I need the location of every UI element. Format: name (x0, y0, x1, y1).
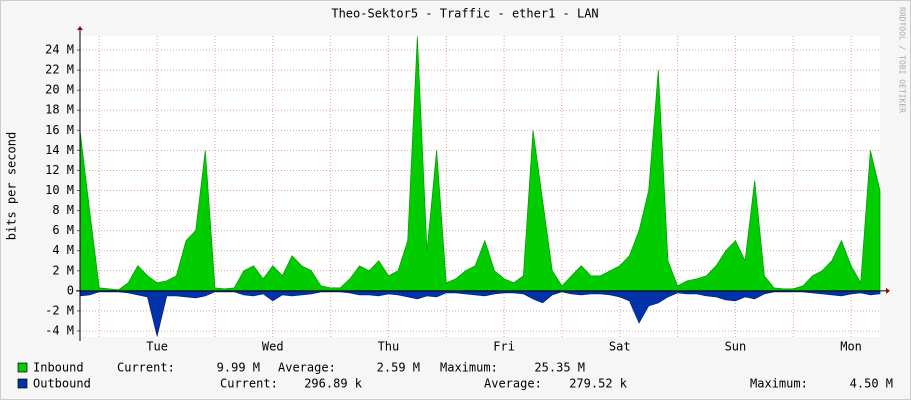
legend-stat: Current: (117, 361, 175, 375)
y-tick-label: 18 M (45, 103, 74, 117)
axes: -4 M -2 M 0 2 M 4 M 6 M 8 M 10 M 12 M 14 M 16 M 18 … (45, 26, 890, 354)
y-tick-label: -4 M (45, 323, 74, 337)
y-tick-label: -2 M (45, 303, 74, 317)
grid (80, 36, 880, 337)
area-1 (79, 290, 881, 337)
y-tick-label: 20 M (45, 83, 74, 97)
y-tick-label: 12 M (45, 163, 74, 177)
x-tick-label: Mon (840, 340, 862, 354)
y-tick-label: 10 M (45, 183, 74, 197)
y-tick-label: 8 M (52, 203, 74, 217)
y-tick-label: 6 M (52, 223, 74, 237)
x-arrow (886, 287, 890, 294)
legend-label: Outbound (33, 377, 91, 391)
x-tick-label: Thu (378, 340, 400, 354)
y-tick-label: 16 M (45, 123, 74, 137)
legend-stat: Average: (278, 361, 336, 375)
y-tick-label: 4 M (52, 243, 74, 257)
legend-stat: Maximum: (750, 377, 808, 391)
marks (79, 36, 881, 337)
x-tick-label: Sun (725, 340, 747, 354)
legend-stat: Current: (220, 377, 278, 391)
legend-stat: 279.52 k (569, 377, 628, 391)
y-tick-label: 22 M (45, 63, 74, 77)
legend-stat: 9.99 M (217, 361, 260, 375)
legend-label: Inbound (33, 361, 84, 375)
watermark: RRDTOOL / TOBI OETIKER (898, 7, 907, 113)
y-tick-label: 0 (67, 283, 74, 297)
y-tick-label: 14 M (45, 143, 74, 157)
y-tick-label: 24 M (45, 43, 74, 57)
chart-title: Theo-Sektor5 - Traffic - ether1 - LAN (331, 7, 598, 21)
legend-stat: 4.50 M (850, 377, 893, 391)
x-tick-label: Wed (262, 340, 284, 354)
legend-swatch (17, 362, 28, 373)
y-arrow (77, 26, 83, 30)
y-axis-label: bits per second (5, 132, 19, 240)
x-tick-label: Tue (146, 340, 168, 354)
area-0 (79, 36, 881, 292)
x-tick-label: Fri (493, 340, 515, 354)
legend-stat: 2.59 M (377, 361, 420, 375)
legend-stat: Maximum: (440, 361, 498, 375)
x-tick-label: Sat (609, 340, 631, 354)
legend-stat: Average: (484, 377, 542, 391)
legend-swatch (17, 378, 28, 389)
legend-stat: 25.35 M (534, 361, 585, 375)
legend-stat: 296.89 k (304, 377, 363, 391)
y-tick-label: 2 M (52, 263, 74, 277)
